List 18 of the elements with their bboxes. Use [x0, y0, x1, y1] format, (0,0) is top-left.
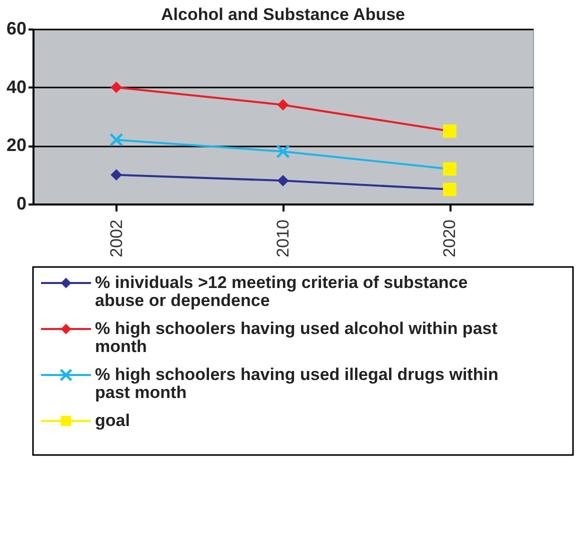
chart-title: Alcohol and Substance Abuse [160, 5, 406, 24]
y-tick-label: 20 [6, 135, 26, 156]
x-tick-label: 2020 [440, 220, 460, 258]
legend-label: goal [95, 411, 130, 430]
legend-label: % high schoolers having used illegal drugs within past month [95, 365, 498, 402]
point [276, 144, 290, 158]
legend-label: % high schoolers having used alcohol within past month [95, 319, 498, 356]
point [110, 82, 122, 94]
x-tick-label: 2010 [274, 220, 292, 258]
x-tick-label: 2002 [106, 220, 126, 258]
y-tick-label: 60 [6, 18, 26, 38]
point [110, 169, 122, 181]
y-tick-label: 40 [6, 76, 26, 97]
point [277, 99, 289, 111]
point [277, 174, 289, 186]
legend-label: % inividuals >12 meeting criteria of substance abuse or dependence [95, 273, 468, 310]
point [109, 132, 124, 147]
y-tick-label: 0 [16, 194, 26, 214]
